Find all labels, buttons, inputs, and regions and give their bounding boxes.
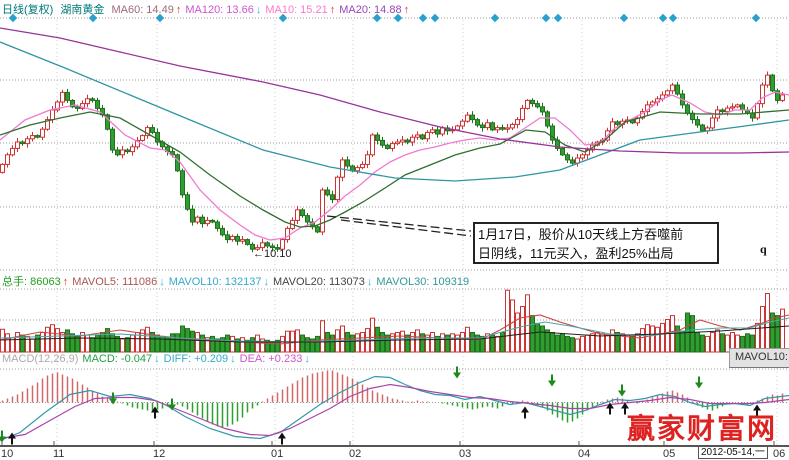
volume-ma-value: MAVOL20: 113073 (272, 276, 365, 288)
axis-month-label: 06 (773, 448, 786, 460)
mavol-tooltip: MAVOL10: 1 (729, 348, 789, 368)
annotation-note: 1月17日，股价从10天线上方吞噬前 日阴线，11元买入，盈利25%出局 (473, 222, 719, 264)
ma-values: MA60: 14.49 ↑ MA120: 13.66 ↓ MA10: 15.21 ↑ MA2… (111, 4, 413, 16)
volume-ma-value: MAVOL5: 111086 (72, 276, 158, 288)
volume-ma-value: MAVOL10: 132137 (168, 276, 262, 288)
axis-month-label: 02 (349, 448, 362, 460)
volume-pane-header: 总手: 86063 ↑ MAVOL5: 111086 ↓ MAVOL10: 132137… (2, 273, 473, 289)
volume-ma-value-arrow: ↓ (159, 276, 165, 288)
ma-value: MA120: 13.66 (185, 4, 254, 16)
ma-value-arrow: ↑ (403, 4, 410, 16)
ma-value: MA60: 14.49 (111, 4, 174, 16)
low-price-label: ←10.10 (253, 248, 292, 260)
symbol-name: 湖南黄金 (60, 4, 105, 16)
volume-ma-value: 总手: 86063 (2, 276, 61, 288)
annotation-line2: 日阴线，11元买入，盈利25%出局 (478, 246, 674, 261)
macd-value: DEA: +0.233 (239, 353, 303, 365)
corner-letter: q (760, 242, 767, 256)
cursor-date-box: 2012-05-14,一 (698, 446, 768, 459)
ma-value-arrow: ↑ (329, 4, 336, 16)
macd-value: MACD: -0.047 (82, 353, 153, 365)
macd-value-arrow: ↓ (154, 353, 160, 365)
macd-value: MACD(12,26,9) (2, 353, 79, 365)
volume-ma-value: MAVOL30: 109319 (376, 276, 470, 288)
ma-value-arrow: ↓ (255, 4, 262, 16)
ma-value: MA10: 15.21 (265, 4, 328, 16)
axis-month-label: 01 (271, 448, 284, 460)
ma-value: MA20: 14.88 (339, 4, 402, 16)
macd-value-arrow: ↓ (304, 353, 310, 365)
axis-month-label: 11 (53, 448, 65, 460)
site-watermark: 赢家财富网 (627, 412, 778, 445)
volume-ma-value-arrow: ↓ (263, 276, 269, 288)
price-pane-header: 日线(复权) 湖南黄金 MA60: 14.49 ↑ MA120: 13.66 ↓ MA1… (2, 1, 417, 17)
ma-value-arrow: ↑ (175, 4, 182, 16)
macd-pane-header: MACD(12,26,9) MACD: -0.047 ↓ DIFF: +0.209 ↓ D… (2, 353, 314, 365)
volume-ma-value-arrow: ↓ (366, 276, 373, 288)
axis-month-label: 04 (578, 448, 591, 460)
axis-month-label: 10 (1, 448, 14, 460)
period-label: 日线(复权) (2, 4, 54, 16)
macd-value-arrow: ↓ (230, 353, 236, 365)
volume-ma-value-arrow: ↑ (62, 276, 69, 288)
annotation-line1: 1月17日，股价从10天线上方吞噬前 (478, 227, 684, 242)
macd-value: DIFF: +0.209 (163, 353, 229, 365)
axis-month-label: 05 (663, 448, 676, 460)
axis-month-label: 03 (459, 448, 472, 460)
axis-month-label: 12 (153, 448, 166, 460)
